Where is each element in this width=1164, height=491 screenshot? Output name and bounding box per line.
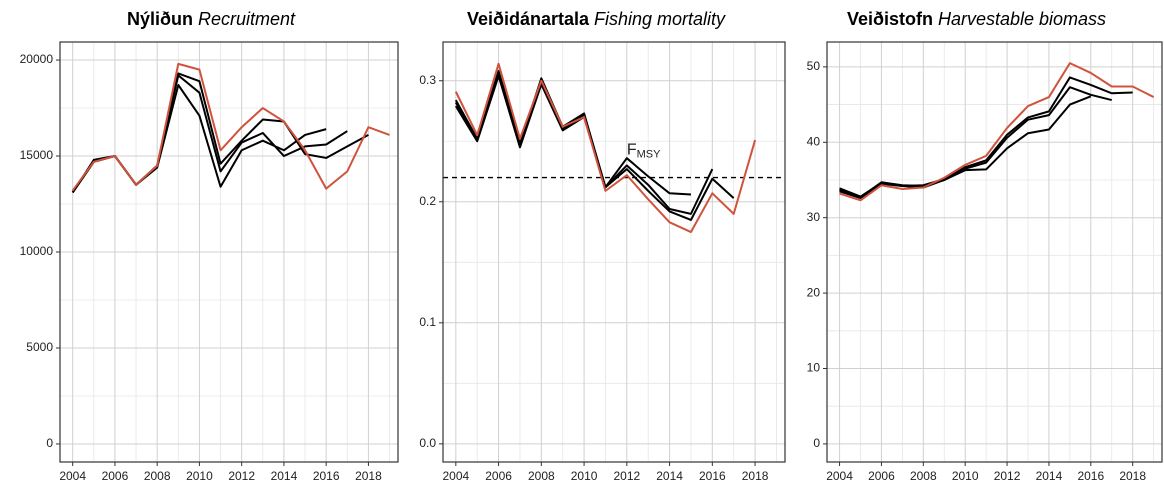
x-tick-label: 2006 [102,469,129,483]
panel-title-is: Veiðistofn [847,9,933,29]
x-tick-label: 2008 [528,469,555,483]
series-line [839,76,1133,200]
y-tick-label: 0.1 [419,315,436,329]
x-tick-label: 2018 [742,469,769,483]
plot-frame [826,41,1163,463]
x-tick-label: 2012 [228,469,255,483]
x-tick-label: 2010 [952,469,979,483]
y-tick-label: 20 [807,285,821,299]
series-line [839,86,1112,199]
y-tick-label: 0.3 [419,73,436,87]
x-tick-label: 2018 [355,469,382,483]
reference-label-main: F [627,142,637,159]
panel-title-en: Recruitment [198,9,296,29]
y-tick-label: 10 [807,361,821,375]
y-tick-label: 0 [46,436,53,450]
x-tick-label: 2004 [442,469,469,483]
y-tick-label: 0.0 [419,436,436,450]
x-tick-label: 2006 [485,469,512,483]
panel-title-is: Nýliðun [127,9,193,29]
x-tick-label: 2016 [1077,469,1104,483]
panel-title: Veiðidánartala Fishing mortality [467,9,726,29]
series-line [454,62,757,234]
series-line [71,62,390,192]
x-tick-label: 2014 [656,469,683,483]
series-line [454,72,714,215]
x-tick-label: 2010 [186,469,213,483]
plot-frame [442,41,786,463]
x-tick-label: 2006 [868,469,895,483]
x-tick-label: 2004 [59,469,86,483]
x-tick-label: 2014 [271,469,298,483]
x-tick-label: 2012 [994,469,1021,483]
panel-title-en: Harvestable biomass [938,9,1106,29]
x-tick-label: 2008 [910,469,937,483]
x-tick-label: 2010 [571,469,598,483]
x-tick-label: 2012 [613,469,640,483]
x-tick-label: 2004 [826,469,853,483]
panel-title-en: Fishing mortality [594,9,726,29]
x-tick-label: 2016 [699,469,726,483]
plot-frame [59,41,399,463]
panel-title: Veiðistofn Harvestable biomass [847,9,1106,29]
y-tick-label: 0 [813,436,820,450]
y-tick-label: 15000 [20,148,54,162]
series-line [839,62,1155,202]
y-tick-label: 20000 [20,52,54,66]
x-tick-label: 2018 [1119,469,1146,483]
y-tick-label: 0.2 [419,194,436,208]
reference-label-sub: MSY [637,148,662,160]
x-tick-label: 2008 [144,469,171,483]
x-tick-label: 2014 [1036,469,1063,483]
y-tick-label: 40 [807,134,821,148]
panel-title-is: Veiðidánartala [467,9,590,29]
x-tick-label: 2016 [313,469,340,483]
y-tick-label: 5000 [26,340,53,354]
reference-label: FMSY [627,142,661,161]
y-tick-label: 30 [807,210,821,224]
panel-title: Nýliðun Recruitment [127,9,296,29]
y-tick-label: 50 [807,59,821,73]
y-tick-label: 10000 [20,244,54,258]
